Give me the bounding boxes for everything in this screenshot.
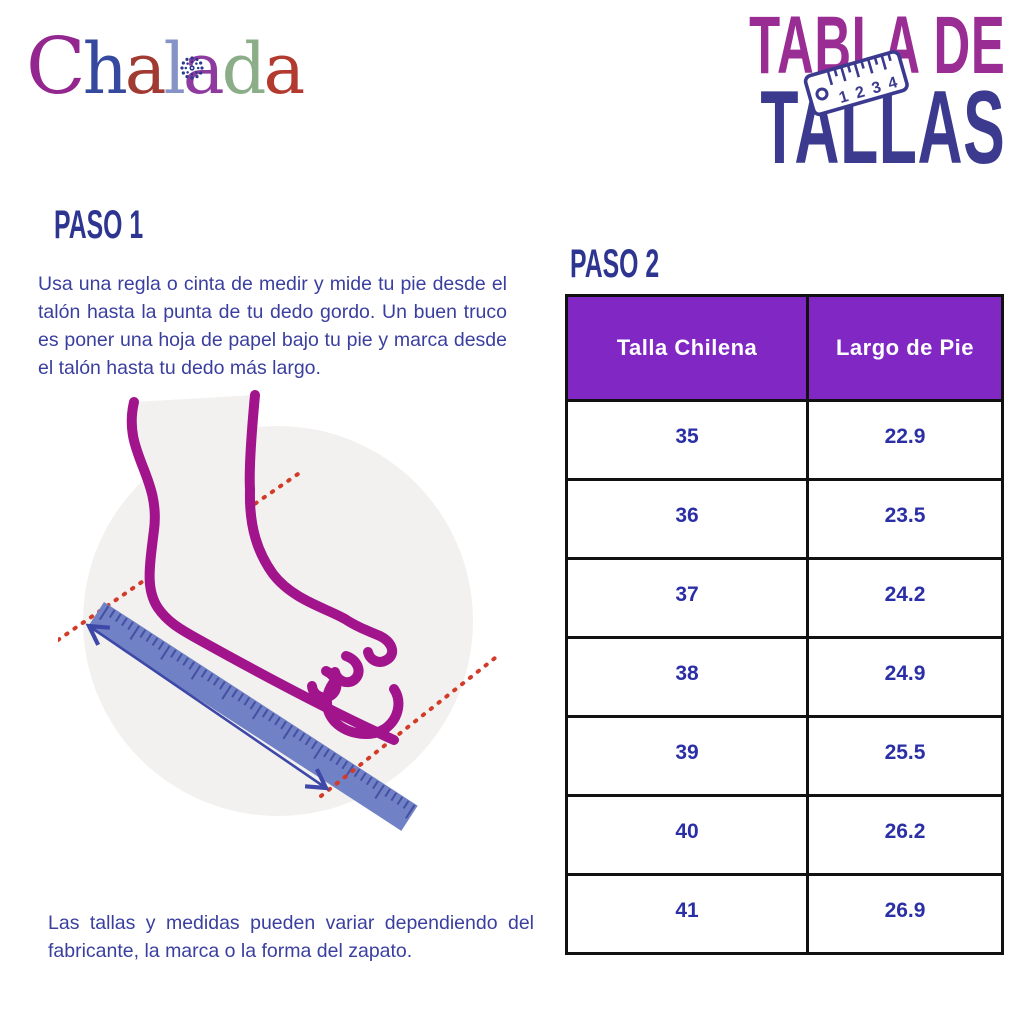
table-header-row: Talla Chilena Largo de Pie [565,294,1004,402]
page-title: TABLA DE TALLAS [592,5,1005,181]
talla-cell: 41 [565,873,809,955]
table-row: 35 22.9 [565,399,1004,481]
logo-letter: h [82,28,128,110]
table-row: 41 26.9 [565,873,1004,955]
measurement-arrow [85,623,330,791]
logo-letter: a [263,28,305,110]
table-row: 40 26.2 [565,794,1004,876]
largo-cell: 26.2 [806,794,1004,876]
step1-heading: PASO 1 [54,203,144,247]
table-row: 37 24.2 [565,557,1004,639]
table-row: 39 25.5 [565,715,1004,797]
disclaimer-note: Las tallas y medidas pueden variar depen… [48,911,534,962]
step2-heading: PASO 2 [570,242,660,286]
toe-dotted-line [319,656,497,798]
largo-cell: 24.2 [806,557,1004,639]
largo-cell: 26.9 [806,873,1004,955]
ruler-digit: 4 [886,74,899,93]
largo-cell: 24.9 [806,636,1004,718]
col-header-talla: Talla Chilena [565,294,809,402]
logo-letter: l [163,28,186,110]
talla-cell: 37 [565,557,809,639]
ruler-digit: 1 [837,88,850,107]
ruler-digit: 2 [854,83,867,102]
ruler-icon: 1 2 3 4 [801,47,913,124]
mandala-icon [180,56,204,80]
talla-cell: 39 [565,715,809,797]
table-row: 36 23.5 [565,478,1004,560]
talla-cell: 38 [565,636,809,718]
brand-logo: Chalada [26,22,305,112]
ruler-digit: 3 [870,79,883,98]
largo-cell: 23.5 [806,478,1004,560]
logo-letter: d [221,28,267,110]
talla-cell: 35 [565,399,809,481]
largo-cell: 22.9 [806,399,1004,481]
col-header-largo: Largo de Pie [806,294,1004,402]
step1-instructions: Usa una regla o cinta de medir y mide tu… [38,272,507,379]
talla-cell: 40 [565,794,809,876]
largo-cell: 25.5 [806,715,1004,797]
logo-letter: a [124,28,167,110]
size-table: Talla Chilena Largo de Pie 35 22.9 36 23… [565,294,1004,955]
table-row: 38 24.9 [565,636,1004,718]
logo-letter: C [26,22,86,112]
talla-cell: 36 [565,478,809,560]
foot-measurement-illustration [58,390,497,831]
